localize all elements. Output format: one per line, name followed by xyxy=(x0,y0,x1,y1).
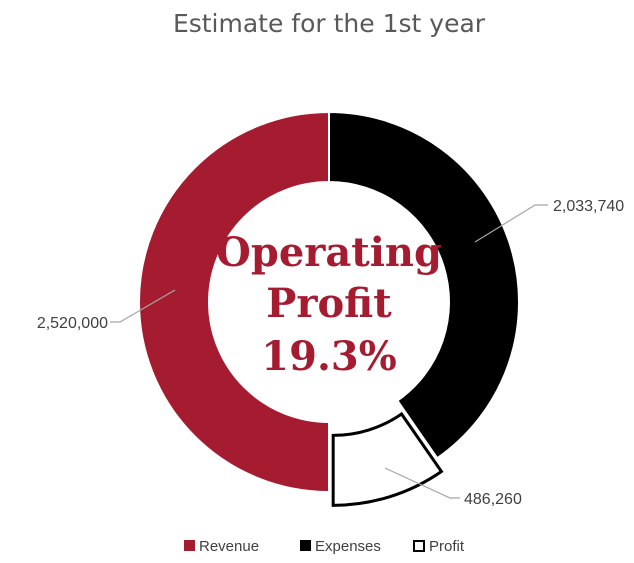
legend-label-profit: Profit xyxy=(429,538,465,555)
slice-profit xyxy=(331,411,444,507)
center-label-line-3: 19.3% xyxy=(261,333,396,380)
legend-swatch-expenses xyxy=(300,540,311,551)
leader-line-expenses xyxy=(474,204,548,243)
slice-expenses xyxy=(328,110,520,460)
data-label-revenue: 2,520,000 xyxy=(37,315,108,332)
data-label-expenses: 2,033,740 xyxy=(553,198,624,215)
slice-revenue xyxy=(138,110,330,494)
legend-swatch-revenue xyxy=(184,540,195,551)
doughnut-slices xyxy=(138,110,520,507)
leader-line-profit xyxy=(384,467,460,499)
legend-label-revenue: Revenue xyxy=(199,538,259,555)
chart-title: Estimate for the 1st year xyxy=(173,9,486,38)
data-label-profit: 486,260 xyxy=(464,491,522,508)
legend-label-expenses: Expenses xyxy=(315,538,381,555)
center-label-line-1: Operating xyxy=(216,229,442,276)
center-label: Operating Profit 19.3% xyxy=(216,229,442,380)
center-label-line-2: Profit xyxy=(266,280,392,327)
legend: Revenue Expenses Profit xyxy=(184,538,465,555)
legend-swatch-profit xyxy=(413,540,425,552)
data-labels: 2,520,000 2,033,740 486,260 xyxy=(37,198,624,508)
leader-line-revenue xyxy=(110,289,176,323)
